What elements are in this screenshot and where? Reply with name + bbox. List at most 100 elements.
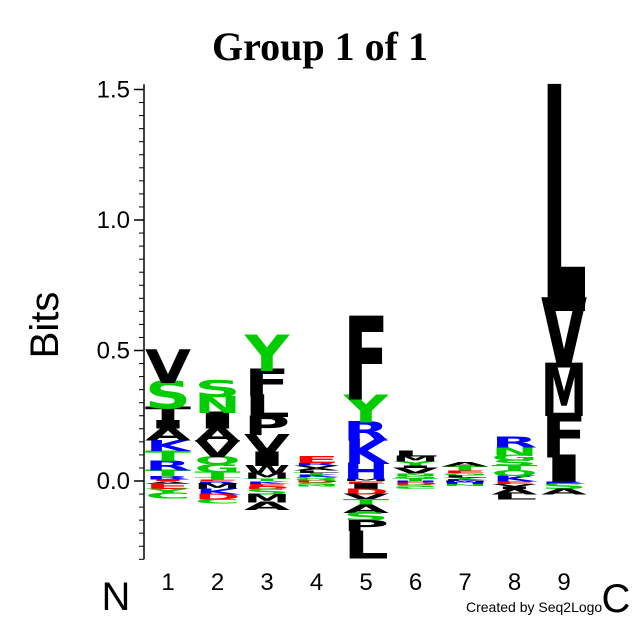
position-label: 1	[161, 569, 174, 596]
residue-L: L	[492, 493, 538, 502]
residue-Y: Y	[343, 387, 390, 432]
residue-H: H	[442, 482, 488, 485]
residue-L: L	[442, 475, 488, 479]
residue-F: F	[343, 293, 389, 427]
c-terminal-label: C	[602, 577, 631, 621]
residue-V: V	[195, 436, 241, 463]
logo-stacks: IRTRTKAITSVAEYCETTGQVAINSRMKDCTMWIVPLFYK…	[144, 23, 587, 568]
y-tick-label: 0.5	[97, 338, 130, 365]
residue-E: E	[492, 480, 538, 484]
residue-A: A	[195, 424, 241, 446]
residue-M: M	[541, 349, 587, 434]
residue-S: S	[145, 374, 191, 419]
credit-text: Created by Seq2Logo	[466, 599, 602, 615]
residue-R: R	[541, 480, 587, 484]
residue-K: K	[146, 436, 192, 454]
residue-A: A	[492, 487, 538, 496]
residue-G: G	[492, 454, 538, 463]
residue-L: L	[393, 449, 439, 458]
residue-H: H	[343, 458, 389, 485]
residue-D: D	[343, 487, 389, 496]
residue-G: G	[393, 475, 439, 479]
residue-E: E	[244, 483, 290, 487]
residue-M: M	[244, 472, 290, 481]
y-axis-label: Bits	[23, 292, 67, 359]
residue-L: L	[244, 389, 290, 424]
residue-Q: Q	[195, 454, 241, 467]
residue-N: N	[195, 391, 241, 418]
residue-T: T	[195, 470, 241, 479]
position-label: 9	[557, 569, 570, 596]
residue-I: I	[145, 418, 191, 431]
residue-R: R	[491, 434, 537, 452]
residue-W: W	[244, 463, 290, 476]
residue-T: T	[244, 478, 291, 482]
residue-A: A	[145, 480, 192, 484]
residue-T: T	[343, 498, 389, 507]
position-label: 4	[310, 569, 323, 596]
residue-T: T	[195, 476, 242, 480]
residue-F: F	[244, 361, 290, 406]
residue-T: T	[442, 465, 488, 472]
residue-D: D	[244, 486, 290, 490]
residue-R: R	[294, 462, 340, 466]
position-label: 8	[508, 569, 521, 596]
residue-Y: Y	[392, 460, 438, 467]
residue-K: K	[295, 474, 342, 478]
position-label: 7	[458, 569, 471, 596]
residue-R: R	[145, 458, 191, 474]
residue-Y: Y	[244, 325, 291, 383]
residue-E: E	[145, 482, 191, 491]
residue-T: T	[145, 447, 192, 465]
x-axis-labels: 1 2 3 4 5 6 7 8 9	[161, 569, 570, 596]
residue-N: N	[442, 484, 488, 487]
residue-D: D	[392, 482, 438, 486]
residue-Y: Y	[144, 488, 190, 495]
residue-P: P	[244, 411, 290, 442]
residue-S: S	[541, 482, 587, 491]
residue-K: K	[245, 480, 292, 484]
residue-K: K	[492, 474, 538, 483]
residue-C: C	[393, 486, 439, 490]
residue-Q: Q	[294, 476, 340, 480]
residue-I: I	[244, 448, 290, 470]
chart-title: Group 1 of 1	[212, 24, 428, 69]
residue-I: I	[541, 447, 587, 492]
residue-D: D	[294, 481, 340, 484]
residue-N: N	[294, 484, 340, 487]
position-label: 5	[359, 569, 372, 596]
residue-N: N	[492, 445, 538, 458]
y-axis-ticks: 0.0 0.5 1.0 1.5	[97, 77, 144, 560]
residue-A: A	[343, 502, 389, 515]
residue-I: I	[393, 465, 439, 469]
residue-V: V	[541, 278, 587, 390]
residue-S: S	[492, 459, 538, 468]
residue-M: M	[195, 482, 241, 491]
residue-V: V	[145, 340, 191, 394]
residue-E: E	[194, 479, 240, 481]
residue-Q: Q	[492, 469, 538, 478]
residue-T: T	[145, 403, 191, 425]
residue-I: I	[343, 482, 389, 491]
residue-G: G	[442, 472, 488, 476]
position-label: 6	[409, 569, 422, 596]
residue-S: S	[244, 487, 290, 496]
residue-I: I	[145, 479, 191, 482]
residue-V: V	[393, 466, 439, 475]
y-tick-label: 1.5	[97, 77, 130, 104]
residue-L: L	[293, 470, 339, 474]
position-label: 3	[260, 569, 273, 596]
residue-T: T	[492, 464, 538, 473]
residue-L: L	[343, 522, 389, 567]
residue-R: R	[145, 475, 191, 480]
residue-I: I	[195, 407, 241, 434]
residue-V: V	[244, 428, 290, 460]
residue-E: E	[294, 454, 340, 465]
residue-P: P	[343, 517, 389, 535]
residue-D: D	[195, 493, 241, 502]
residue-A: A	[294, 467, 341, 471]
residue-K: K	[443, 479, 490, 482]
residue-E: E	[343, 480, 389, 484]
position-label: 2	[211, 569, 224, 596]
residue-T: T	[393, 478, 440, 482]
